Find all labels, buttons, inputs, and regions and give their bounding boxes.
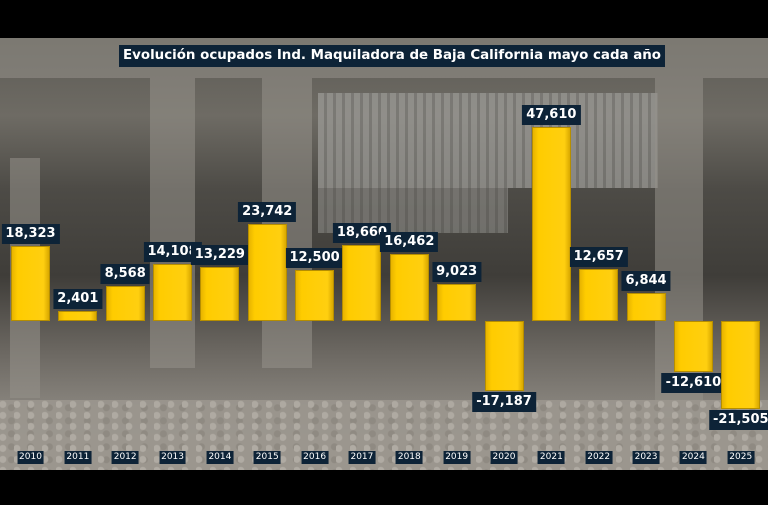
year-label: 2025 — [727, 451, 755, 464]
value-label: -17,187 — [472, 392, 536, 413]
year-label: 2011 — [64, 451, 92, 464]
year-label: 2018 — [395, 451, 423, 464]
value-label: 14,108 — [143, 241, 202, 262]
bar-2021 — [531, 127, 571, 321]
bar-2014 — [200, 267, 240, 321]
value-label: 23,742 — [238, 202, 297, 223]
pillar-mid — [262, 78, 312, 368]
value-label: -21,505 — [708, 409, 768, 430]
value-label: 16,462 — [380, 231, 439, 252]
chart-title: Evolución ocupados Ind. Maquiladora de B… — [119, 45, 666, 67]
bar-2023 — [626, 293, 666, 321]
value-label: 12,500 — [285, 248, 344, 269]
year-label: 2022 — [585, 451, 613, 464]
value-label: -12,610 — [661, 373, 726, 394]
bar-2012 — [105, 286, 145, 321]
year-label: 2010 — [17, 451, 44, 464]
value-label: 18,323 — [1, 224, 60, 245]
year-label: 2024 — [679, 451, 707, 464]
bar-2011 — [58, 311, 98, 321]
background-photo — [0, 38, 768, 470]
bar-2018 — [389, 253, 429, 321]
year-label: 2021 — [537, 451, 565, 464]
bar-2017 — [342, 244, 382, 321]
year-label: 2016 — [301, 451, 329, 464]
pillar-left — [150, 78, 195, 368]
corrugated-wall — [318, 93, 658, 188]
bar-2024 — [673, 321, 713, 373]
bar-2015 — [247, 224, 287, 321]
value-label: 47,610 — [522, 105, 581, 125]
value-label: 9,023 — [432, 262, 482, 283]
value-label: 18,660 — [332, 222, 392, 243]
value-label: 13,229 — [190, 245, 249, 266]
year-label: 2012 — [111, 451, 139, 464]
year-label: 2020 — [490, 451, 518, 464]
value-label: 12,657 — [569, 247, 628, 268]
year-label: 2023 — [632, 451, 660, 464]
year-label: 2014 — [206, 451, 234, 464]
year-label: 2013 — [159, 451, 186, 464]
year-label: 2019 — [443, 451, 471, 464]
bar-2010 — [11, 246, 50, 321]
bar-2022 — [579, 269, 619, 321]
year-label: 2015 — [253, 451, 281, 464]
year-label: 2017 — [348, 451, 376, 464]
bar-2019 — [437, 284, 477, 321]
bar-2013 — [153, 263, 193, 321]
value-label: 8,568 — [100, 264, 150, 285]
value-label: 6,844 — [621, 271, 671, 292]
bar-2016 — [295, 270, 335, 321]
bar-2025 — [721, 321, 761, 409]
bar-2020 — [484, 321, 524, 392]
value-label: 2,401 — [53, 289, 103, 310]
